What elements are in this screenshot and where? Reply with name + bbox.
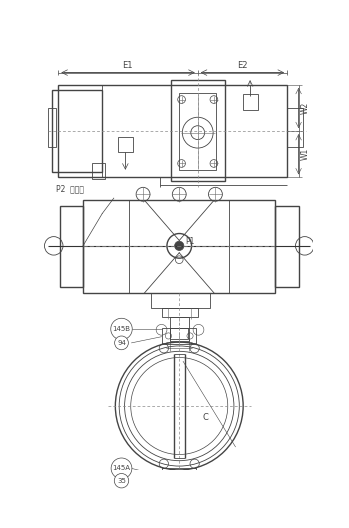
Text: 94: 94 [117,340,126,346]
Text: W2: W2 [301,102,310,114]
Text: 145A: 145A [112,465,131,472]
Text: E1: E1 [122,61,133,70]
Text: W1: W1 [301,148,310,161]
Circle shape [174,241,184,250]
Text: C: C [202,413,208,422]
Text: P1: P1 [185,238,195,247]
Text: E2: E2 [237,61,248,70]
Text: 35: 35 [117,478,126,484]
Text: 145B: 145B [112,326,131,332]
Text: P2  排气口: P2 排气口 [56,184,84,193]
